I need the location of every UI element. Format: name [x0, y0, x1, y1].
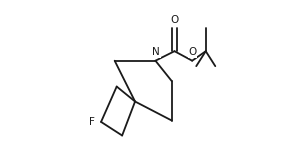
- Text: O: O: [189, 47, 197, 57]
- Text: N: N: [152, 47, 160, 57]
- Text: O: O: [170, 15, 178, 25]
- Text: F: F: [89, 117, 95, 127]
